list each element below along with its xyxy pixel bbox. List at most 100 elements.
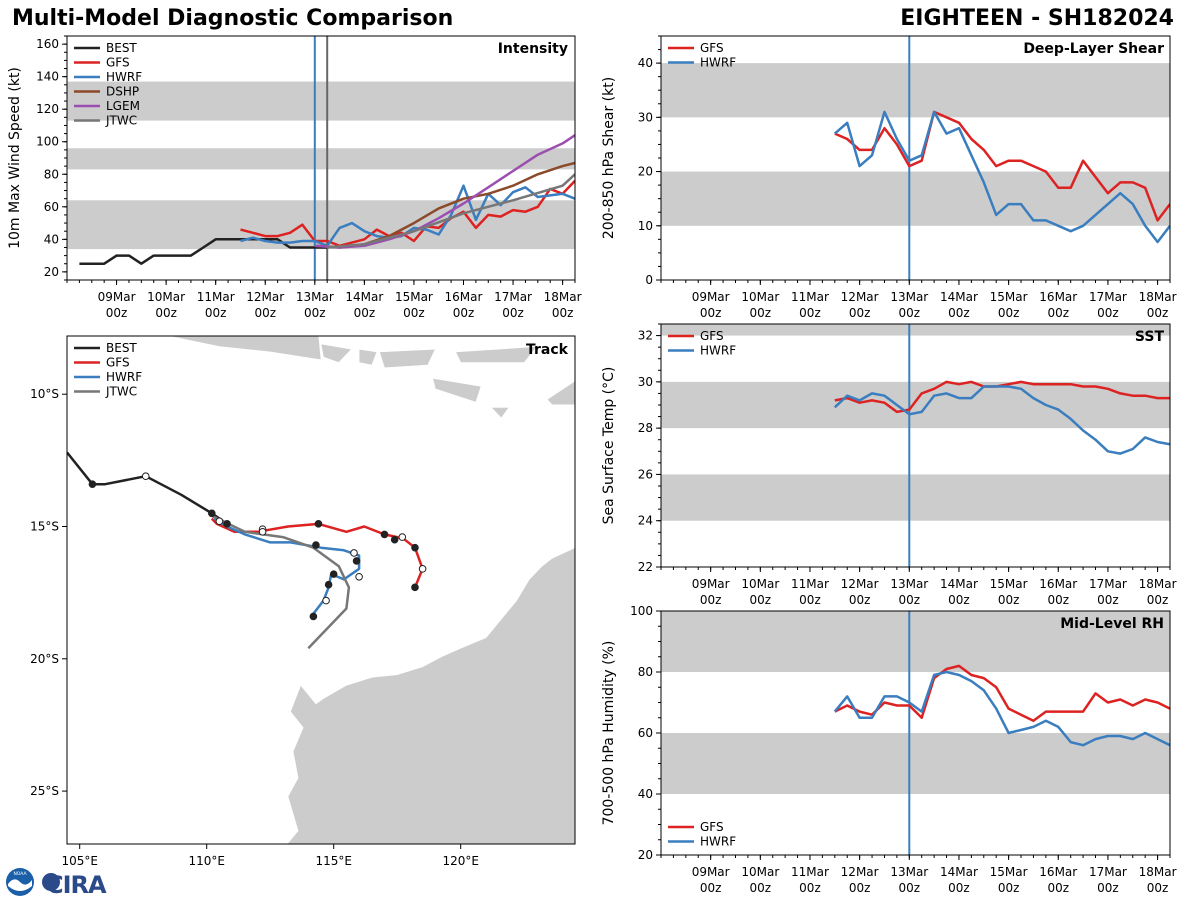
shear-legend-label-gfs: GFS <box>700 41 724 55</box>
shear-series-hwrf <box>833 110 1170 244</box>
intensity-xtick-label-hour: 00z <box>205 306 227 320</box>
shear-xtick-label-date: 18Mar <box>1139 290 1177 304</box>
intensity-chart: 20 40 60 80 100 120 140 160 09Mar 00z 10Mar 00z 11Ma… <box>7 35 582 320</box>
land-island-3 <box>455 346 538 363</box>
intensity-band-1 <box>67 148 575 170</box>
sst-xtick-label-date: 17Mar <box>1089 577 1127 591</box>
shear-xtick-label-date: 17Mar <box>1089 290 1127 304</box>
track-marker-gfs <box>418 565 427 573</box>
shear-xtick-label-hour: 00z <box>998 306 1020 320</box>
shear-xtick-label-date: 12Mar <box>841 290 879 304</box>
shear-ytick-label: 10 <box>638 219 653 233</box>
sst-ytick-label: 32 <box>638 329 653 343</box>
intensity-xtick-label-date: 12Mar <box>246 290 284 304</box>
sst-band-0 <box>661 474 1170 521</box>
intensity-band-2 <box>67 81 575 121</box>
shear-title: Deep-Layer Shear <box>1023 41 1164 57</box>
shear-xtick-label-hour: 00z <box>1047 306 1069 320</box>
shear-xtick-label-date: 11Mar <box>791 290 829 304</box>
track-lon-tick-label: 110°E <box>188 854 225 868</box>
intensity-ytick-label: 60 <box>44 200 59 214</box>
sst-series-hwrf <box>833 385 1170 455</box>
rh-xtick-label-date: 12Mar <box>841 865 879 879</box>
rh-xtick-label-hour: 00z <box>799 881 821 895</box>
track-legend-label-hwrf: HWRF <box>106 370 142 384</box>
track-series-best <box>67 451 228 525</box>
rh-xtick-label-hour: 00z <box>1097 881 1119 895</box>
shear-xtick-label-hour: 00z <box>799 306 821 320</box>
sst-xtick-label-date: 11Mar <box>791 577 829 591</box>
sst-ytick-label: 24 <box>638 514 653 528</box>
rh-xtick-label-hour: 00z <box>1047 881 1069 895</box>
land-island-0 <box>320 343 353 363</box>
track-series-jtwc <box>211 514 351 650</box>
track-marker-gfs <box>411 543 419 552</box>
sst-ytick-label: 22 <box>638 560 653 574</box>
intensity-series-gfs <box>240 179 575 248</box>
rh-xtick-label-hour: 00z <box>899 881 921 895</box>
intensity-legend-label-hwrf: HWRF <box>106 70 142 84</box>
sst-xtick-label-hour: 00z <box>1147 593 1169 607</box>
intensity-legend-label-best: BEST <box>106 41 137 55</box>
intensity-xtick-label-date: 14Mar <box>345 290 383 304</box>
shear-ytick-label: 20 <box>638 165 653 179</box>
sst-xtick-label-date: 13Mar <box>890 577 928 591</box>
track-marker-gfs <box>314 520 323 528</box>
track-legend-label-best: BEST <box>106 341 137 355</box>
track-title: Track <box>526 342 569 358</box>
rh-xtick-label-date: 10Mar <box>741 865 779 879</box>
track-chart: 105°E 110°E 115°E 120°E 10°S 15°S 20°S 25°S Trac… <box>30 335 576 868</box>
shear-series-gfs <box>834 110 1170 222</box>
sst-ytick-label: 26 <box>638 467 653 481</box>
track-lat-tick-label: 25°S <box>30 784 59 798</box>
rh-chart: 20 40 60 80 100 09Mar 00z 10Mar 00z 11Mar 00z 12Mar… <box>601 604 1177 895</box>
rh-title: Mid-Level RH <box>1060 616 1164 632</box>
intensity-ytick-label: 40 <box>44 232 59 246</box>
sst-ytick-label: 30 <box>638 375 653 389</box>
track-legend-label-jtwc: JTWC <box>105 385 137 399</box>
land-island-1 <box>358 348 378 366</box>
rh-xtick-label-hour: 00z <box>700 881 722 895</box>
rh-xtick-label-hour: 00z <box>1147 881 1169 895</box>
sst-title: SST <box>1135 329 1165 345</box>
intensity-legend-label-gfs: GFS <box>106 56 130 70</box>
sst-legend-label-hwrf: HWRF <box>700 344 736 358</box>
rh-xtick-label-hour: 00z <box>750 881 772 895</box>
intensity-xtick-label-date: 11Mar <box>197 290 235 304</box>
rh-xtick-label-hour: 00z <box>998 881 1020 895</box>
intensity-xtick-label-hour: 00z <box>304 306 326 320</box>
intensity-title: Intensity <box>498 41 568 57</box>
shear-xtick-label-hour: 00z <box>750 306 772 320</box>
rh-xtick-label-hour: 00z <box>948 881 970 895</box>
intensity-legend-label-jtwc: JTWC <box>105 114 137 128</box>
intensity-xtick-label-date: 18Mar <box>544 290 582 304</box>
sst-xtick-label-hour: 00z <box>948 593 970 607</box>
rh-legend-label-gfs: GFS <box>700 820 724 834</box>
rh-xtick-label-date: 11Mar <box>791 865 829 879</box>
sst-xtick-label-hour: 00z <box>998 593 1020 607</box>
rh-series-hwrf <box>833 670 1170 747</box>
sst-xtick-label-date: 09Mar <box>692 577 730 591</box>
track-marker-gfs <box>380 530 389 539</box>
intensity-series-lgem <box>314 134 575 249</box>
intensity-legend-label-lgem: LGEM <box>106 99 140 113</box>
land-java <box>167 336 322 361</box>
intensity-xtick-label-hour: 00z <box>403 306 425 320</box>
rh-ylabel: 700-500 hPa Humidity (%) <box>601 641 617 826</box>
track-marker-gfs <box>398 533 407 541</box>
shear-xtick-label-hour: 00z <box>849 306 871 320</box>
track-marker-jtwc <box>223 520 231 528</box>
land-layer <box>167 336 575 844</box>
land-island-4 <box>432 377 482 403</box>
track-lat-tick-label: 15°S <box>30 520 59 534</box>
sst-xtick-label-date: 12Mar <box>841 577 879 591</box>
intensity-ytick-label: 160 <box>36 37 59 51</box>
storm-id-title: EIGHTEEN - SH182024 <box>900 6 1174 31</box>
track-marker-jtwc <box>258 527 267 536</box>
intensity-ytick-label: 80 <box>44 167 59 181</box>
track-frame <box>66 335 576 845</box>
rh-ytick-label: 20 <box>638 848 653 862</box>
noaa-logo-text: NOAA <box>13 871 27 877</box>
shear-ylabel: 200-850 hPa Shear (kt) <box>601 77 617 239</box>
